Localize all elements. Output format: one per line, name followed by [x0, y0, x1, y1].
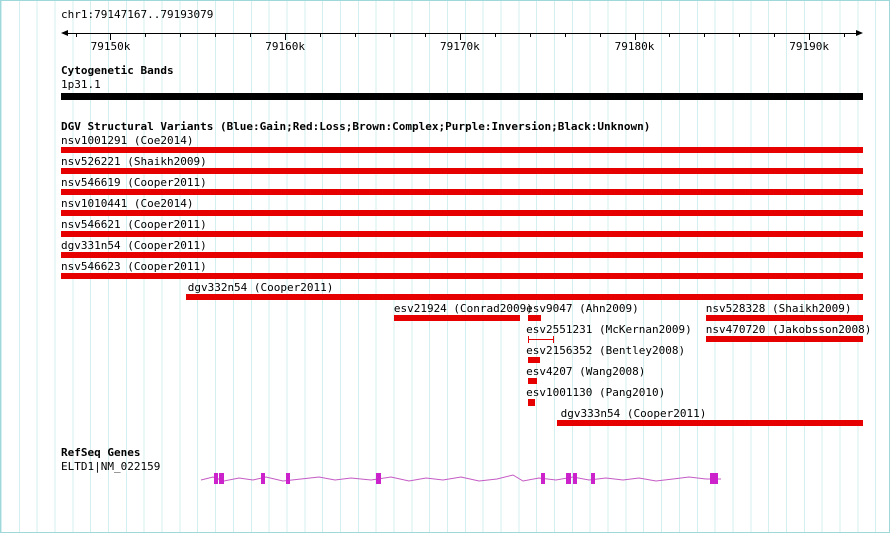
- dgv-feature-label: nsv546621 (Cooper2011): [61, 218, 207, 231]
- dgv-feature-bar[interactable]: [61, 210, 863, 216]
- dgv-feature-bar[interactable]: [705, 315, 863, 321]
- dgv-feature-label: nsv1001291 (Coe2014): [61, 134, 194, 147]
- ruler-tick-label: 79160k: [265, 40, 306, 53]
- dgv-feature-label: dgv333n54 (Cooper2011): [560, 407, 707, 420]
- dgv-feature-bar[interactable]: [61, 147, 863, 153]
- dgv-feature-bar[interactable]: [61, 252, 863, 258]
- ruler-left-arrow-icon: [61, 30, 68, 36]
- region-title: chr1:79147167..79193079: [61, 8, 214, 21]
- gene-exon[interactable]: [376, 473, 382, 484]
- ruler-tick-label: 79190k: [789, 40, 830, 53]
- cytoband-bar[interactable]: [61, 93, 863, 100]
- ruler-right-arrow-icon: [856, 30, 863, 36]
- dgv-feature-label: esv2551231 (McKernan2009): [526, 323, 692, 336]
- gene-exon[interactable]: [709, 473, 718, 484]
- ruler-minor-tick: [599, 34, 601, 37]
- dgv-feature-label: esv1001130 (Pang2010): [526, 386, 666, 399]
- dgv-feature-bar[interactable]: [61, 189, 863, 195]
- dgv-feature-bar[interactable]: [527, 399, 535, 406]
- gene-intron-line: [200, 474, 721, 482]
- gene-exon[interactable]: [219, 473, 225, 484]
- gene-exon[interactable]: [540, 473, 545, 484]
- ruler-tick-label: 79180k: [614, 40, 655, 53]
- dgv-feature-label: nsv526221 (Shaikh2009): [61, 155, 207, 168]
- ruler: 79150k 79160k 79170k 79180k 79190k: [61, 27, 863, 53]
- gene-label: ELTD1|NM_022159: [61, 460, 161, 473]
- gene-exon[interactable]: [286, 473, 291, 484]
- ruler-tick-label: 79150k: [90, 40, 131, 53]
- dgv-feature-label: esv2156352 (Bentley2008): [526, 344, 686, 357]
- gene-exon[interactable]: [573, 473, 578, 484]
- ruler-minor-tick: [180, 34, 182, 37]
- ruler-minor-tick: [529, 34, 531, 37]
- dgv-feature-label: nsv1010441 (Coe2014): [61, 197, 194, 210]
- ruler-minor-tick: [739, 34, 741, 37]
- ruler-minor-tick: [424, 34, 426, 37]
- ruler-minor-tick: [320, 34, 322, 37]
- ruler-major-tick: [459, 34, 461, 40]
- ruler-minor-tick: [389, 34, 391, 37]
- ruler-minor-tick: [844, 34, 846, 37]
- dgv-feature-bar[interactable]: [186, 294, 863, 300]
- ruler-minor-tick: [215, 34, 217, 37]
- gene-exon[interactable]: [213, 473, 218, 484]
- dgv-feature-bar[interactable]: [556, 420, 863, 426]
- ruler-major-tick: [110, 34, 112, 40]
- dgv-feature-bar[interactable]: [61, 168, 863, 174]
- refseq-track-title: RefSeq Genes: [61, 446, 141, 459]
- dgv-feature-label: nsv528328 (Shaikh2009): [705, 302, 852, 315]
- dgv-feature-label: nsv546619 (Cooper2011): [61, 176, 207, 189]
- dgv-feature-label: dgv332n54 (Cooper2011): [187, 281, 334, 294]
- ruler-line: [67, 33, 857, 34]
- dgv-feature-label: nsv546623 (Cooper2011): [61, 260, 207, 273]
- ruler-minor-tick: [704, 34, 706, 37]
- dgv-feature-rows: nsv1001291 (Coe2014) nsv526221 (Shaikh200…: [61, 134, 871, 431]
- dgv-feature-bar[interactable]: [61, 273, 863, 279]
- dgv-feature-bar[interactable]: [61, 231, 863, 237]
- ruler-minor-tick: [494, 34, 496, 37]
- ruler-tick-label: 79170k: [439, 40, 480, 53]
- gene-exon[interactable]: [565, 473, 571, 484]
- ruler-minor-tick: [564, 34, 566, 37]
- ruler-minor-tick: [145, 34, 147, 37]
- dgv-feature-label: nsv470720 (Jakobsson2008): [705, 323, 872, 336]
- dgv-feature-bar[interactable]: [527, 378, 538, 384]
- ruler-minor-tick: [250, 34, 252, 37]
- ruler-minor-tick: [75, 34, 77, 37]
- gene-exon[interactable]: [260, 473, 265, 484]
- dgv-feature-bar[interactable]: [527, 315, 541, 321]
- dgv-feature-bar[interactable]: [393, 315, 520, 321]
- dgv-feature-bar[interactable]: [527, 336, 554, 343]
- ruler-minor-tick: [774, 34, 776, 37]
- ruler-major-tick: [634, 34, 636, 40]
- dgv-feature-label: esv21924 (Conrad2009): [393, 302, 533, 315]
- cytoband-label: 1p31.1: [61, 78, 101, 91]
- gene-glyph-eltd1[interactable]: [61, 471, 863, 487]
- dgv-feature-bar[interactable]: [705, 336, 863, 342]
- ruler-major-tick: [285, 34, 287, 40]
- cytoband-track-title: Cytogenetic Bands: [61, 64, 174, 77]
- ruler-minor-tick: [669, 34, 671, 37]
- gene-exon[interactable]: [591, 473, 596, 484]
- dgv-feature-label: esv4207 (Wang2008): [526, 365, 646, 378]
- dgv-track-title: DGV Structural Variants (Blue:Gain;Red:L…: [61, 120, 651, 133]
- dgv-feature-bar[interactable]: [527, 357, 540, 363]
- dgv-feature-label: dgv331n54 (Cooper2011): [61, 239, 207, 252]
- ruler-minor-tick: [355, 34, 356, 37]
- dgv-feature-label: esv9047 (Ahn2009): [526, 302, 639, 315]
- ruler-major-tick: [809, 34, 811, 40]
